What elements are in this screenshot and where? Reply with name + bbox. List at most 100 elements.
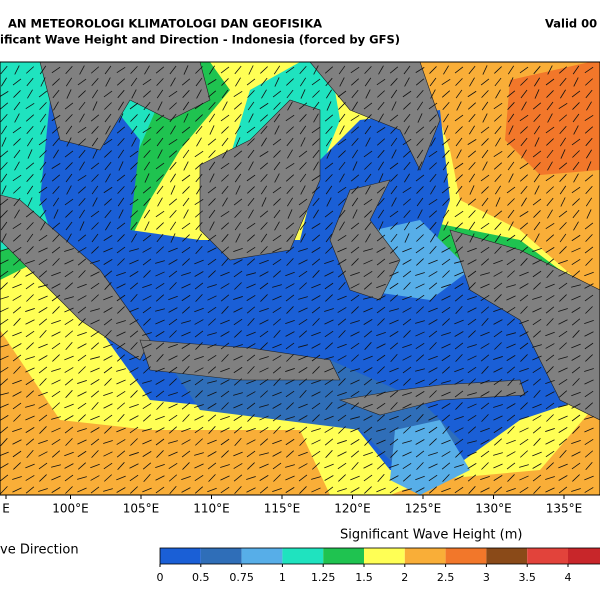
arrow: [13, 366, 21, 374]
arrow: [233, 366, 243, 374]
arrow: [363, 403, 373, 409]
arrow: [168, 355, 178, 361]
arrow: [259, 415, 269, 421]
arrow: [247, 186, 255, 194]
arrow: [415, 126, 425, 134]
arrow: [337, 259, 347, 265]
arrow: [194, 319, 204, 325]
arrow: [155, 367, 165, 373]
arrow: [350, 368, 360, 372]
arrow: [104, 65, 112, 75]
arrow: [324, 210, 334, 218]
arrow: [571, 270, 581, 278]
arrow: [233, 150, 243, 158]
arrow: [493, 102, 503, 110]
arrow: [338, 474, 346, 482]
arrow: [259, 259, 269, 265]
arrow: [285, 319, 295, 325]
arrow: [51, 450, 61, 458]
arrow: [311, 78, 321, 86]
arrow: [585, 149, 593, 159]
arrow: [402, 307, 412, 313]
arrow: [298, 344, 308, 348]
arrow: [25, 427, 35, 433]
arrow: [220, 486, 230, 494]
arrow: [402, 295, 412, 301]
arrow: [584, 222, 594, 230]
arrow: [584, 487, 594, 493]
arrow: [194, 367, 204, 373]
arrow: [168, 474, 178, 482]
arrow: [311, 295, 321, 301]
arrow: [25, 415, 35, 421]
arrow: [415, 283, 425, 289]
arrow: [260, 222, 268, 230]
arrow: [532, 150, 542, 158]
arrow: [130, 173, 138, 183]
arrow: [481, 366, 489, 374]
arrow: [246, 487, 256, 493]
arrow: [129, 319, 139, 325]
arrow: [116, 78, 126, 86]
arrow: [428, 210, 438, 218]
arrow: [546, 269, 554, 279]
arrow: [209, 65, 215, 75]
arrow: [0, 451, 9, 457]
arrow: [571, 366, 581, 374]
arrow: [481, 462, 489, 470]
arrow: [195, 221, 203, 231]
arrow: [155, 282, 165, 290]
arrow: [91, 246, 99, 254]
arrow: [520, 450, 528, 458]
arrow: [38, 488, 48, 492]
arrow: [285, 66, 295, 74]
arrow: [312, 138, 320, 146]
arrow: [338, 150, 346, 158]
arrow: [481, 317, 489, 327]
colorbar-frame: [159, 547, 600, 565]
arrow: [338, 161, 346, 171]
arrow: [1, 137, 7, 147]
arrow: [377, 90, 385, 98]
arrow: [182, 138, 190, 146]
arrow: [402, 198, 412, 206]
arrow: [454, 331, 464, 337]
arrow: [194, 330, 204, 338]
arrow: [494, 233, 502, 243]
arrow: [584, 126, 594, 134]
arrow: [454, 271, 464, 277]
arrow: [116, 439, 126, 445]
arrow: [494, 77, 502, 87]
arrow: [155, 114, 165, 122]
arrow: [521, 101, 527, 111]
arrow: [51, 174, 61, 182]
arrow: [52, 185, 60, 195]
arrow: [376, 283, 386, 289]
arrow: [116, 379, 126, 385]
arrow: [507, 426, 515, 434]
arrow: [506, 306, 516, 314]
arrow: [129, 415, 139, 421]
arrow: [130, 114, 138, 122]
arrow: [155, 210, 165, 218]
arrow: [428, 282, 438, 290]
arrow: [560, 197, 566, 207]
arrow: [207, 90, 217, 98]
arrow: [38, 403, 48, 409]
arrow: [143, 161, 151, 171]
arrow: [506, 439, 516, 445]
arrow: [233, 259, 243, 265]
arrow: [207, 247, 217, 253]
arrow: [558, 475, 568, 481]
arrow: [338, 209, 346, 219]
arrow: [155, 463, 165, 469]
arrow: [519, 390, 529, 398]
arrow: [116, 331, 126, 337]
arrow: [363, 378, 373, 386]
arrow: [142, 380, 152, 384]
arrow: [130, 125, 138, 135]
arrow: [481, 101, 489, 111]
arrow: [207, 462, 217, 470]
arrow: [572, 378, 580, 386]
arrow: [455, 450, 463, 458]
